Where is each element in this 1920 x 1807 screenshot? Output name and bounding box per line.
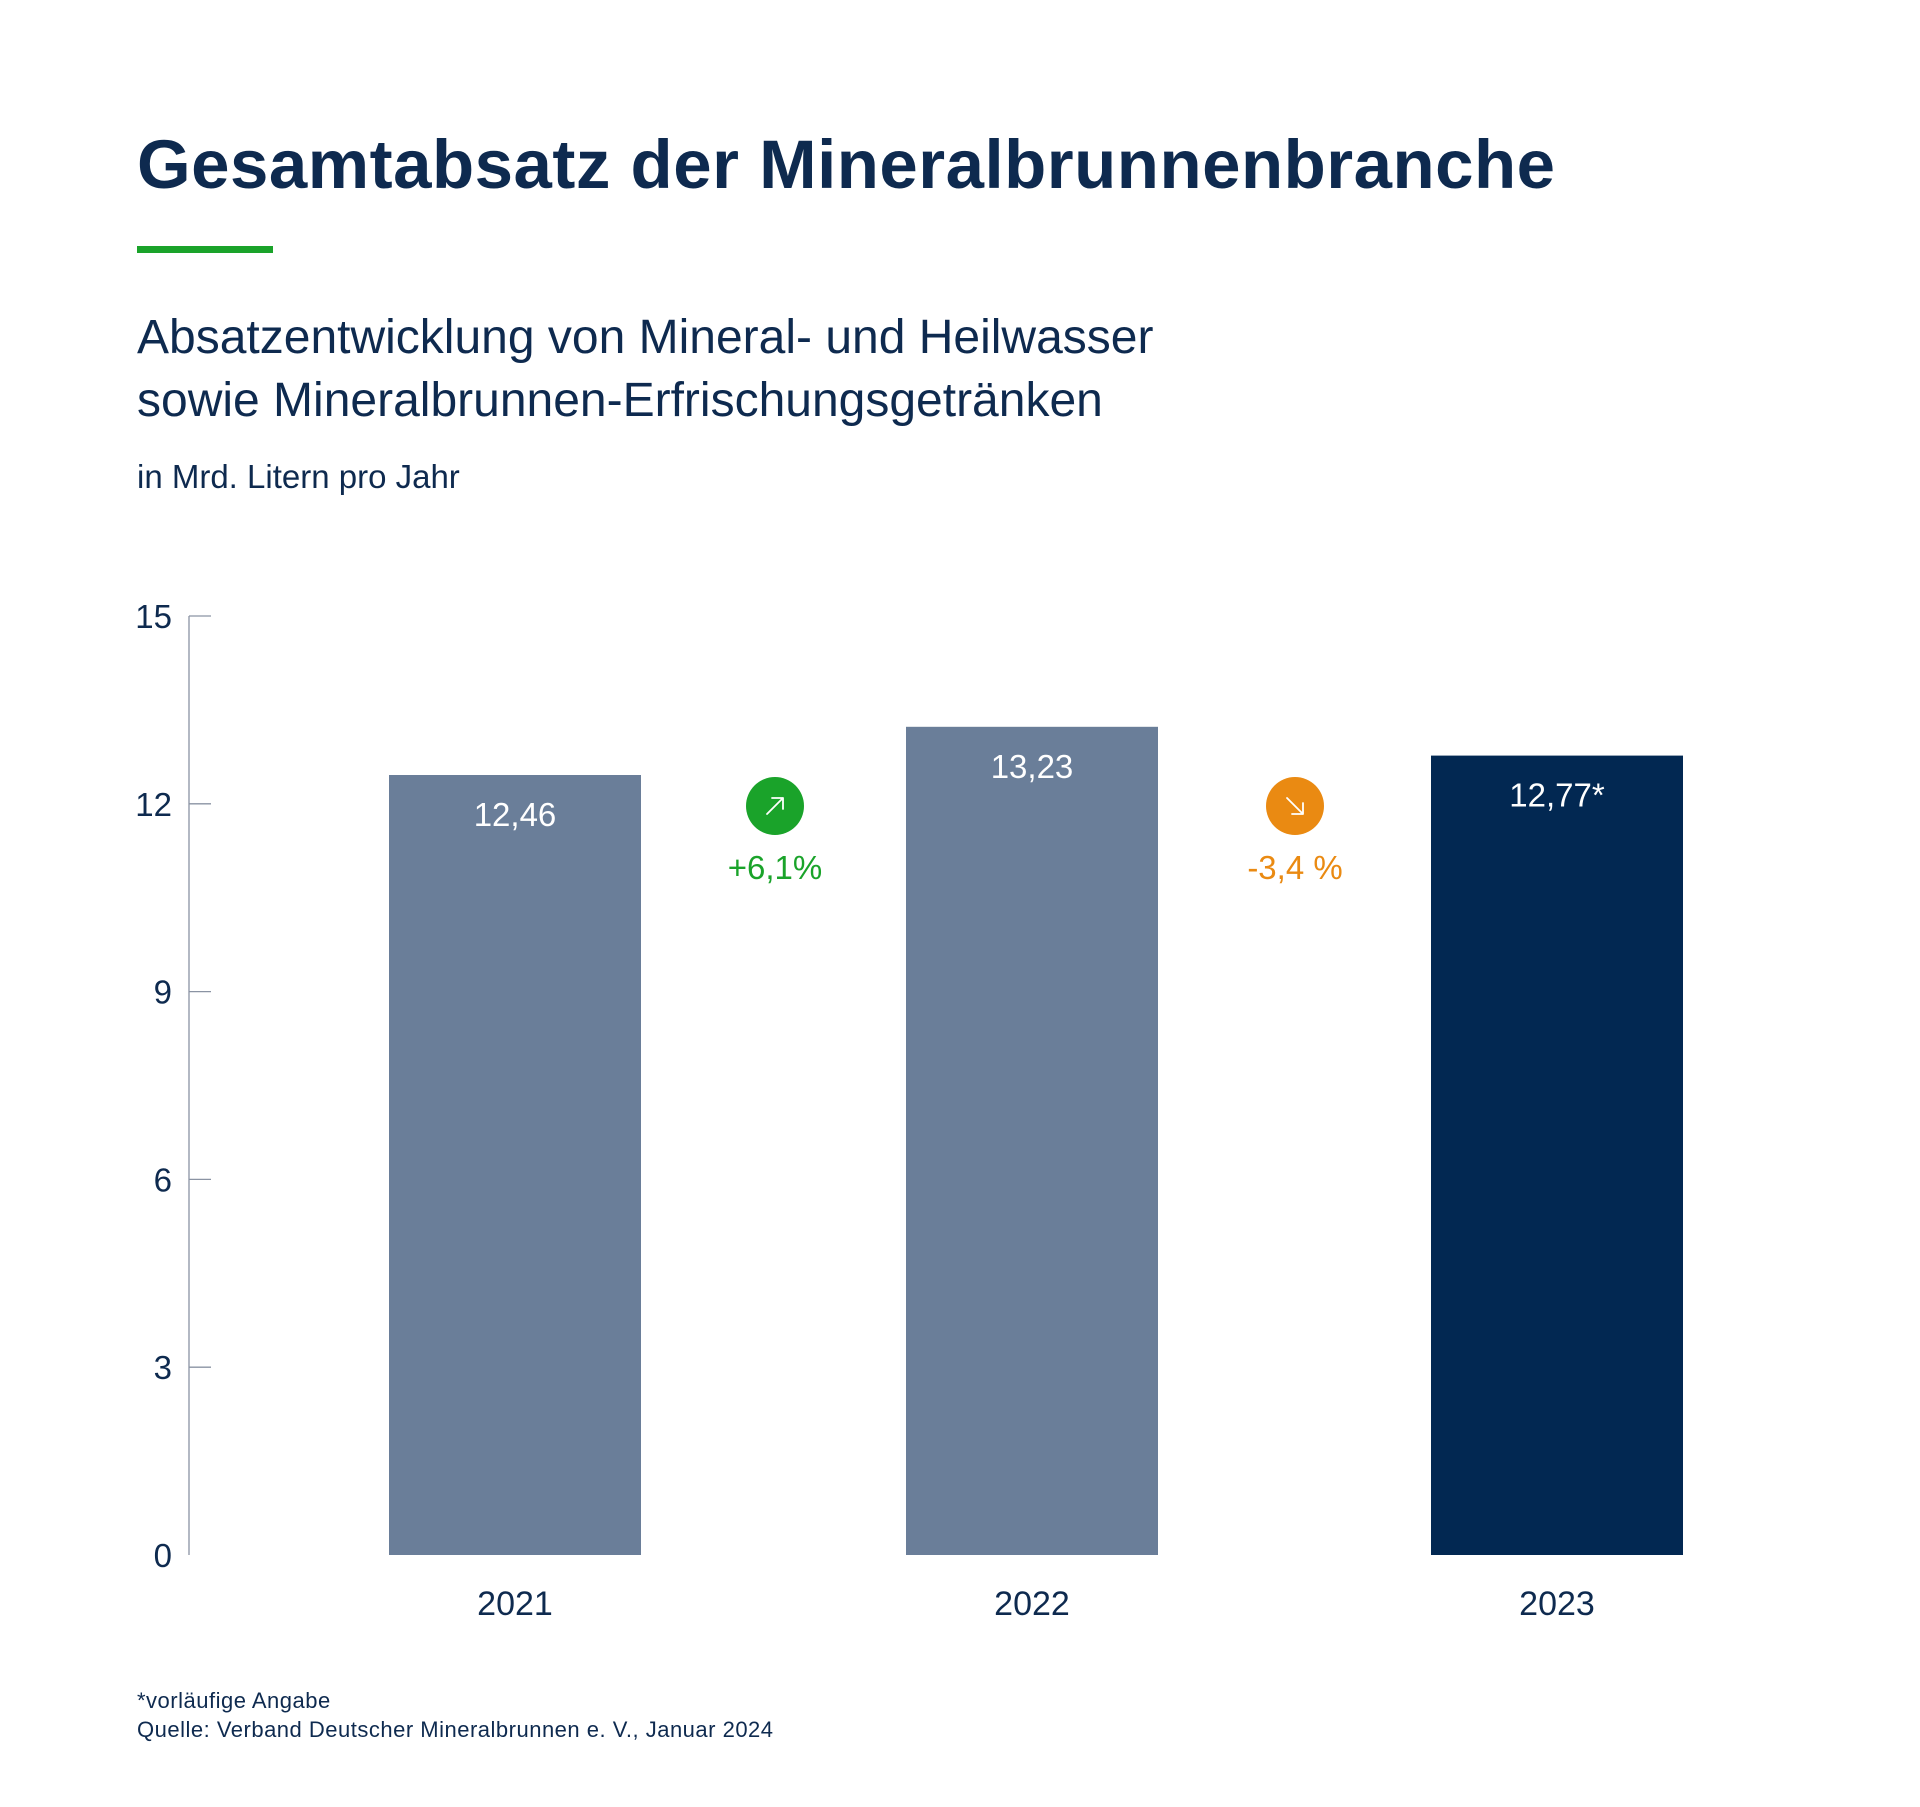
y-tick-label: 3	[154, 1349, 172, 1386]
chart-subtitle-line-1: Absatzentwicklung von Mineral- und Heilw…	[137, 311, 1154, 364]
unit-label: in Mrd. Litern pro Jahr	[137, 458, 460, 495]
bar-2022	[906, 726, 1158, 1555]
arrow-down-right-icon	[1286, 797, 1304, 815]
footnote: *vorläufige Angabe	[137, 1688, 331, 1713]
chart-title: Gesamtabsatz der Mineralbrunnenbranche	[137, 126, 1556, 203]
bar-value-label: 12,77*	[1509, 777, 1605, 814]
y-tick-label: 12	[135, 786, 172, 823]
bar-2023	[1431, 755, 1683, 1555]
y-tick-label: 0	[154, 1537, 172, 1574]
bar-value-label: 12,46	[474, 796, 557, 833]
source-note: Quelle: Verband Deutscher Mineralbrunnen…	[137, 1717, 774, 1742]
y-tick-label: 6	[154, 1161, 172, 1198]
change-percent-label: +6,1%	[728, 849, 823, 886]
y-tick-label: 15	[135, 598, 172, 635]
x-tick-label: 2022	[994, 1585, 1070, 1623]
arrow-up-right-icon	[766, 797, 784, 815]
change-percent-label: -3,4 %	[1247, 849, 1342, 886]
x-tick-label: 2023	[1519, 1585, 1595, 1623]
chart-subtitle-line-2: sowie Mineralbrunnen-Erfrischungsgetränk…	[137, 374, 1103, 427]
title-accent-line	[137, 246, 273, 253]
y-tick-label: 9	[154, 974, 172, 1011]
bar-value-label: 13,23	[991, 748, 1074, 785]
bar-2021	[389, 775, 641, 1555]
x-tick-label: 2021	[477, 1585, 553, 1623]
